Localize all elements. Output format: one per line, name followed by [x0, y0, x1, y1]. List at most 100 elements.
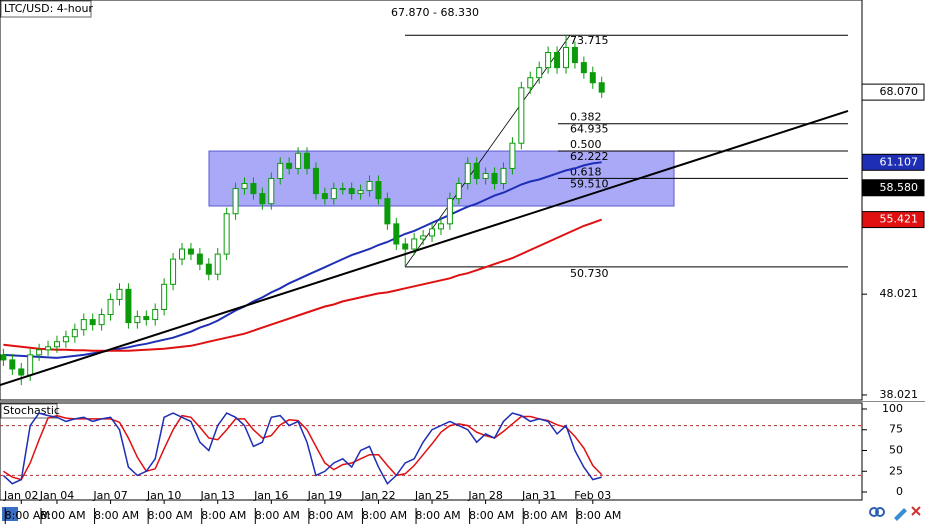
- candle-body: [214, 253, 221, 275]
- candle-body: [80, 319, 87, 331]
- chart-title: LTC/USD: 4-hour: [4, 2, 93, 15]
- close-icon[interactable]: [911, 506, 921, 516]
- candle-body: [562, 46, 569, 69]
- stoch-tick-label: 0: [896, 485, 903, 498]
- candle-body: [268, 177, 275, 205]
- candle-body: [0, 354, 7, 361]
- x-time-label: 8:00 AM: [523, 509, 568, 522]
- stoch-tick-label: 25: [889, 464, 903, 477]
- x-time-label: 8:00 AM: [5, 509, 50, 522]
- stoch-tick-label: 75: [889, 423, 903, 436]
- candle-body: [152, 308, 159, 321]
- x-time-label: 8:00 AM: [255, 509, 300, 522]
- candle-body: [116, 288, 123, 300]
- candle-body: [18, 368, 25, 376]
- fib-ratio-label: 0.618: [570, 165, 602, 178]
- indicator-title: Stochastic: [3, 404, 60, 417]
- fib-price-label: 62.222: [570, 150, 609, 163]
- candle-body: [589, 72, 596, 84]
- price-tag-label: 68.070: [880, 85, 919, 98]
- candle-body: [161, 283, 168, 310]
- candle-body: [518, 87, 525, 144]
- candle-body: [500, 167, 507, 185]
- candle-body: [125, 288, 132, 324]
- grid-icon[interactable]: [2, 507, 18, 521]
- candle-body: [411, 238, 418, 250]
- candle-body: [554, 52, 561, 69]
- candle-body: [36, 349, 43, 356]
- candle-body: [357, 190, 364, 195]
- link-icon[interactable]: [869, 507, 886, 517]
- pencil-icon[interactable]: [894, 508, 907, 521]
- candle-body: [187, 248, 194, 255]
- x-time-label: 8:00 AM: [469, 509, 514, 522]
- candle-body: [89, 319, 96, 326]
- candle-body: [277, 162, 284, 179]
- candle-body: [295, 152, 302, 169]
- candle-body: [464, 162, 471, 185]
- x-tick-label: Jan 13: [199, 489, 234, 502]
- candle-body: [437, 223, 444, 230]
- y-tick-label: 48.021: [880, 287, 919, 300]
- price-tag-label: 61.107: [880, 155, 919, 168]
- candle-body: [250, 183, 257, 195]
- x-time-label: 8:00 AM: [94, 509, 139, 522]
- stoch-k: [2, 412, 602, 485]
- candle-body: [393, 223, 400, 245]
- candle-body: [455, 183, 462, 200]
- x-tick-label: Jan 31: [521, 489, 556, 502]
- x-tick-label: Jan 16: [253, 489, 288, 502]
- candle-body: [134, 316, 141, 324]
- x-tick-label: Jan 10: [146, 489, 181, 502]
- candle-body: [366, 181, 373, 192]
- fib-price-label: 64.935: [570, 123, 609, 136]
- candle-body: [545, 52, 552, 69]
- candle-body: [241, 183, 248, 190]
- candle-body: [62, 336, 69, 343]
- candle-body: [420, 235, 427, 240]
- price-tag: [861, 153, 925, 171]
- candle-body: [384, 198, 391, 225]
- candle-body: [232, 188, 239, 215]
- candle-body: [536, 67, 543, 79]
- candle-body: [509, 142, 516, 169]
- fib-low-label: 50.730: [570, 267, 609, 280]
- candle-body: [473, 162, 480, 179]
- stoch-tick-label: 50: [889, 444, 903, 457]
- candle-body: [491, 172, 498, 185]
- candle-body: [205, 263, 212, 275]
- candle-body: [98, 314, 105, 326]
- candle-body: [170, 258, 177, 285]
- range-label: 67.870 - 68.330: [391, 6, 479, 19]
- stoch-tick-label: 100: [882, 402, 903, 415]
- candle-body: [45, 346, 52, 351]
- x-tick-label: Jan 28: [467, 489, 502, 502]
- candle-body: [598, 82, 605, 93]
- x-tick-label: Jan 19: [307, 489, 342, 502]
- y-tick-label: 38.021: [880, 388, 919, 401]
- fib-high-label: 73.715: [570, 34, 609, 47]
- candle-body: [402, 243, 409, 250]
- candle-body: [196, 253, 203, 265]
- x-time-label: 8:00 AM: [576, 509, 621, 522]
- x-tick-label: Jan 22: [360, 489, 395, 502]
- toolbar-icons: [2, 506, 921, 521]
- x-tick-label: Feb 03: [574, 489, 611, 502]
- fib-ratio-label: 0.382: [570, 111, 602, 124]
- fib-ratio-label: 0.500: [570, 138, 602, 151]
- x-time-label: 8:00 AM: [201, 509, 246, 522]
- candle-body: [304, 152, 311, 169]
- candle-body: [286, 162, 293, 169]
- candle-body: [143, 316, 150, 321]
- price-tag: [861, 179, 925, 197]
- candle-body: [9, 359, 16, 370]
- price-tag: [861, 211, 925, 229]
- candle-body: [71, 329, 78, 338]
- trendline: [0, 110, 849, 387]
- price-tag-label: 58.580: [880, 181, 919, 194]
- candle-body: [312, 167, 319, 195]
- candle-body: [580, 62, 587, 74]
- candle-body: [53, 341, 60, 348]
- candle-body: [223, 213, 230, 255]
